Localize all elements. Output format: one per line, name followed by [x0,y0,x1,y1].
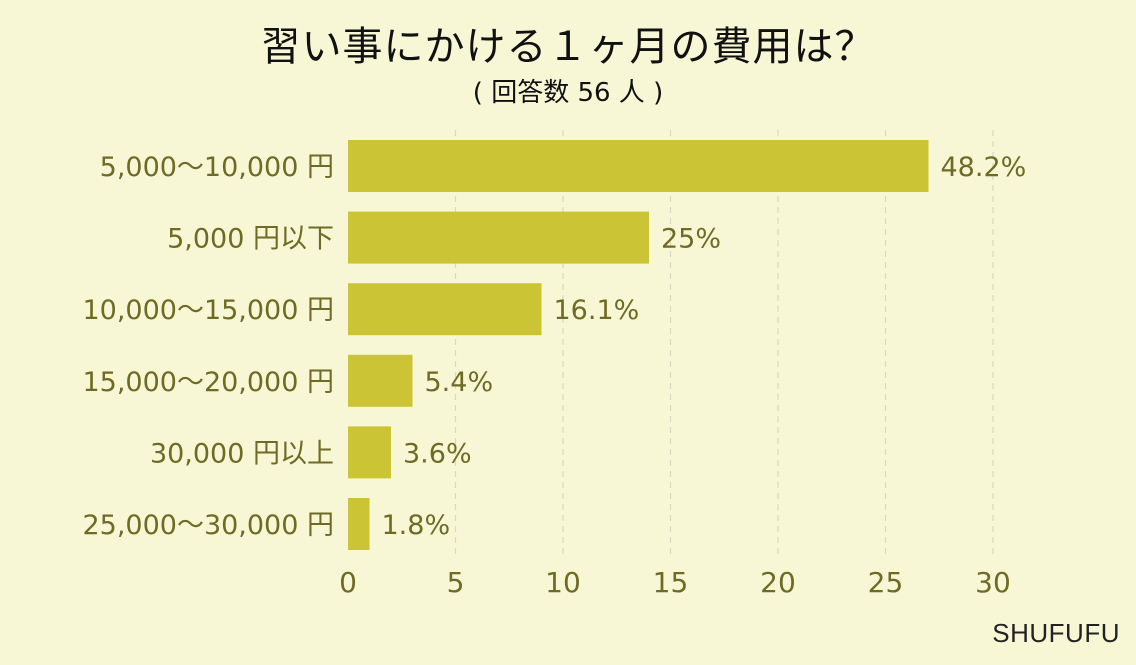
category-label: 5,000～10,000 円 [100,152,334,183]
value-label: 5.4% [425,367,494,398]
category-label: 25,000～30,000 円 [82,510,334,541]
category-label: 15,000～20,000 円 [82,367,334,398]
chart-subtitle: ( 回答数 56 人 ) [472,78,664,108]
category-label: 5,000 円以下 [167,224,334,255]
chart-title: 習い事にかける１ヶ月の費用は？ [260,24,876,70]
category-label: 30,000 円以上 [150,438,334,469]
category-label: 10,000～15,000 円 [82,295,334,326]
bar-1 [348,211,649,264]
x-tick-label: 0 [339,566,357,599]
value-label: 48.2% [941,152,1027,183]
x-tick-label: 25 [868,566,904,599]
bar-0 [348,140,929,192]
value-label: 16.1% [554,295,640,326]
grid-lines [454,130,994,558]
bar-5 [348,498,370,550]
x-tick-label: 5 [447,566,465,599]
bar-4 [348,426,391,479]
bar-3 [348,354,413,407]
watermark-logo: SHUFUFU [992,618,1120,648]
value-label: 3.6% [403,438,472,469]
bar-2 [348,283,542,336]
x-tick-label: 15 [653,566,689,599]
x-tick-label: 10 [545,566,581,599]
labels: 0 5 10 15 20 25 30 5,000～10,000 円 48.2% 5,000 円以下… [82,152,1026,599]
value-label: 25% [661,224,721,255]
x-tick-label: 30 [975,566,1011,599]
value-label: 1.8% [382,510,451,541]
bars [348,140,929,550]
x-tick-label: 20 [760,566,796,599]
